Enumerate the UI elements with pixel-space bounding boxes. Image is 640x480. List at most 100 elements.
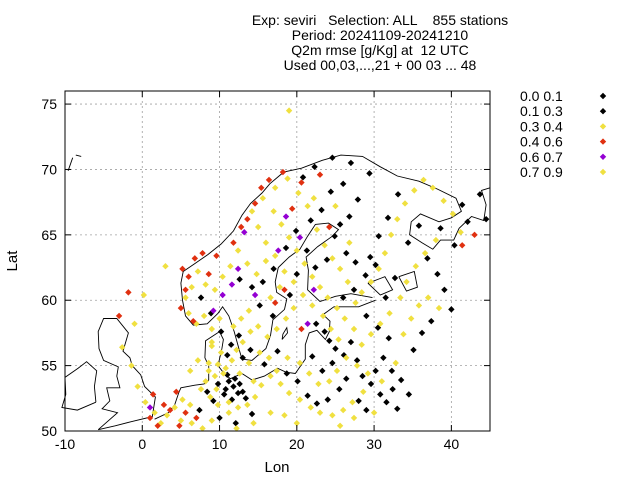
station-point: [284, 354, 291, 361]
station-point: [397, 376, 405, 384]
station-point: [236, 370, 243, 377]
station-point: [134, 383, 141, 390]
station-point: [244, 215, 251, 223]
station-point: [394, 191, 402, 198]
station-point: [307, 217, 314, 224]
station-point: [236, 276, 243, 283]
station-point: [415, 302, 423, 309]
station-point: [248, 283, 256, 291]
station-point: [248, 208, 256, 215]
station-point: [303, 247, 311, 254]
station-point: [285, 234, 293, 241]
station-point: [440, 197, 447, 205]
station-point: [188, 283, 195, 291]
station-point: [458, 201, 466, 208]
station-point: [210, 307, 217, 314]
legend-marker: [599, 138, 607, 145]
station-point: [234, 404, 242, 411]
station-point: [270, 265, 277, 273]
station-point: [377, 391, 384, 398]
station-point: [205, 367, 212, 375]
station-point: [363, 312, 370, 320]
station-point: [332, 345, 339, 352]
coastline: [180, 154, 491, 361]
station-point: [412, 263, 420, 270]
station-point: [312, 320, 320, 327]
station-point: [457, 229, 464, 236]
station-point: [142, 399, 149, 406]
station-point: [296, 359, 304, 367]
chart-title-line-2: Period: 20241109-20241210: [291, 27, 469, 43]
y-tick-label: 75: [41, 96, 57, 112]
coastline: [367, 276, 394, 296]
station-point: [293, 247, 301, 254]
legend-marker: [599, 168, 607, 176]
station-point: [251, 291, 259, 299]
station-point: [400, 331, 407, 338]
station-point: [389, 385, 396, 393]
station-point: [332, 202, 339, 210]
x-tick-label: 30: [366, 436, 382, 452]
legend-marker: [599, 123, 607, 130]
station-point: [329, 154, 336, 161]
station-point: [346, 213, 353, 220]
station-point: [321, 242, 328, 249]
station-point: [476, 191, 484, 198]
station-point: [429, 184, 437, 191]
station-point: [290, 304, 297, 312]
station-point: [222, 365, 229, 372]
station-point: [203, 388, 211, 395]
station-point: [298, 325, 305, 333]
y-tick-label: 55: [41, 358, 57, 374]
station-point: [471, 231, 478, 239]
legend-marker: [599, 108, 607, 115]
station-point: [286, 291, 294, 299]
station-point: [415, 222, 423, 229]
station-point: [270, 208, 277, 215]
station-point: [346, 239, 353, 246]
station-point: [305, 370, 313, 377]
station-point: [363, 406, 370, 414]
x-axis-label: Lon: [264, 459, 289, 476]
station-point: [233, 346, 240, 354]
y-tick-label: 70: [41, 161, 57, 177]
station-point: [343, 249, 350, 257]
station-point: [214, 401, 222, 409]
station-point: [366, 170, 373, 177]
station-point: [219, 273, 226, 280]
station-point: [360, 388, 367, 395]
station-point: [293, 270, 301, 278]
station-point: [282, 244, 290, 252]
station-point: [432, 236, 440, 244]
station-point: [333, 367, 341, 375]
station-point: [254, 223, 262, 231]
station-point: [269, 312, 277, 320]
x-tick-label: -10: [55, 436, 75, 452]
station-point: [451, 242, 458, 249]
station-point: [191, 255, 199, 262]
station-point: [316, 171, 324, 178]
station-point: [378, 378, 386, 385]
station-point: [401, 200, 409, 207]
station-point: [225, 378, 233, 385]
station-point: [207, 393, 214, 401]
station-point: [182, 286, 189, 293]
station-point: [185, 310, 192, 317]
station-point: [310, 286, 318, 293]
station-point: [329, 359, 336, 367]
station-point: [256, 349, 263, 356]
station-point: [256, 302, 263, 309]
station-point: [349, 399, 356, 406]
station-point: [327, 325, 335, 333]
station-point: [282, 213, 290, 220]
station-point: [285, 107, 293, 114]
station-point: [339, 180, 347, 188]
station-point: [441, 286, 448, 293]
station-point: [279, 168, 287, 176]
station-point: [281, 268, 288, 275]
station-point: [250, 419, 257, 427]
station-point: [232, 419, 239, 427]
station-point: [219, 291, 226, 299]
station-point: [367, 331, 375, 338]
coastline: [97, 318, 156, 431]
